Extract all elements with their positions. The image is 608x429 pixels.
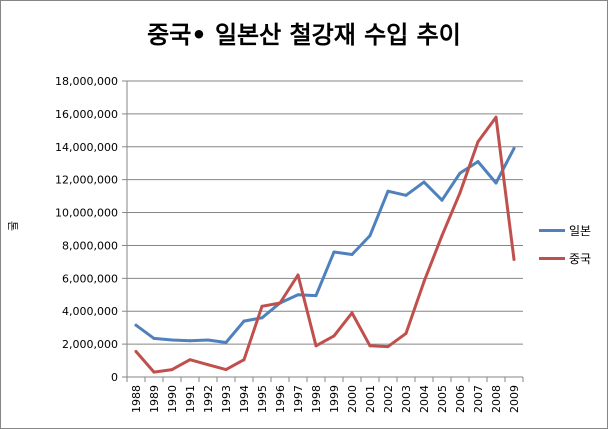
- x-tick-label: 1989: [148, 385, 161, 413]
- y-tick-label: 16,000,000: [55, 108, 118, 121]
- data-point: [512, 146, 516, 150]
- grid-lines: [127, 80, 523, 345]
- y-tick-label: 12,000,000: [55, 174, 118, 187]
- x-tick-label: 1998: [310, 385, 323, 413]
- data-point: [260, 304, 264, 308]
- chart-title: 중국• 일본산 철강재 수입 추이: [147, 21, 461, 49]
- data-point: [152, 370, 156, 374]
- data-point: [170, 368, 174, 372]
- data-point: [422, 280, 426, 284]
- data-point: [404, 193, 408, 197]
- y-tick-label: 2,000,000: [62, 338, 118, 351]
- legend-swatch-china: [539, 256, 565, 260]
- data-point: [350, 311, 354, 315]
- series-line-china: [134, 115, 516, 374]
- data-point: [224, 341, 228, 344]
- data-point: [422, 180, 426, 184]
- data-point: [206, 363, 210, 367]
- x-tick-labels: 1988 1989 1990 1991 1992 1993 1994 1995 1996 1997…: [130, 385, 521, 413]
- x-tick-label: 2003: [400, 385, 413, 413]
- x-tick-label: 2002: [382, 385, 395, 413]
- x-tick-label: 1996: [274, 385, 287, 413]
- y-tick-labels: 0 2,000,000 4,000,000 6,000,000 8,000,000 10,…: [55, 75, 118, 384]
- data-point: [296, 293, 300, 297]
- data-point: [314, 344, 318, 348]
- data-point: [170, 338, 174, 342]
- legend-label-china: 중국: [569, 251, 592, 266]
- data-point: [134, 350, 138, 353]
- x-tick-label: 1990: [166, 385, 179, 413]
- legend-item-china: 중국: [539, 249, 591, 267]
- x-tick-label: 2005: [436, 385, 449, 413]
- data-point: [386, 189, 390, 193]
- x-tick-label: 2008: [490, 385, 503, 413]
- data-point: [242, 358, 246, 362]
- data-point: [278, 301, 282, 305]
- x-tick-label: 2007: [472, 385, 485, 413]
- x-tick-label: 2004: [418, 385, 431, 413]
- data-point: [512, 257, 516, 261]
- data-point: [494, 115, 498, 119]
- data-point: [134, 323, 138, 327]
- data-point: [494, 181, 498, 185]
- data-point: [476, 160, 480, 164]
- x-tick-label: 1993: [220, 385, 233, 413]
- data-point: [188, 358, 192, 362]
- series-lines: [134, 115, 516, 374]
- legend-item-japan: 일본: [539, 221, 591, 239]
- x-tick-label: 1991: [184, 385, 197, 413]
- legend-swatch-japan: [539, 228, 565, 232]
- legend: 일본 중국: [539, 221, 591, 277]
- y-tick-label: 6,000,000: [62, 272, 118, 285]
- series-line-japan: [134, 146, 516, 344]
- data-point: [368, 344, 372, 348]
- data-point: [404, 331, 408, 335]
- x-tick-label: 1995: [256, 385, 269, 413]
- data-point: [260, 316, 264, 320]
- x-tick-label: 1997: [292, 385, 305, 413]
- data-point: [476, 140, 480, 144]
- data-point: [332, 250, 336, 254]
- x-tick-label: 1992: [202, 385, 215, 413]
- data-point: [224, 368, 228, 372]
- x-tick-label: 2006: [454, 385, 467, 413]
- data-point: [386, 345, 390, 349]
- y-tick-label: 0: [111, 371, 118, 384]
- data-point: [332, 334, 336, 338]
- data-point: [458, 191, 462, 195]
- data-point: [188, 339, 192, 343]
- data-point: [368, 234, 372, 238]
- data-point: [350, 253, 354, 256]
- y-tick-label: 4,000,000: [62, 305, 118, 318]
- data-point: [152, 336, 156, 340]
- y-tick-label: 14,000,000: [55, 141, 118, 154]
- data-point: [458, 171, 462, 175]
- data-point: [440, 234, 444, 238]
- axes: [122, 80, 524, 382]
- x-tick-label: 1994: [238, 385, 251, 413]
- x-tick-label: 2001: [364, 385, 377, 413]
- data-point: [440, 198, 444, 202]
- x-tick-label: 2009: [508, 385, 521, 413]
- y-tick-label: 10,000,000: [55, 207, 118, 220]
- data-point: [314, 294, 318, 298]
- x-tick-label: 1999: [328, 385, 341, 413]
- legend-label-japan: 일본: [569, 223, 592, 238]
- x-tick-label: 2000: [346, 385, 359, 413]
- y-tick-label: 18,000,000: [55, 75, 118, 88]
- data-point: [206, 338, 210, 342]
- y-tick-label: 8,000,000: [62, 239, 118, 252]
- data-point: [296, 273, 300, 277]
- data-point: [242, 319, 246, 323]
- x-tick-label: 1988: [130, 385, 143, 413]
